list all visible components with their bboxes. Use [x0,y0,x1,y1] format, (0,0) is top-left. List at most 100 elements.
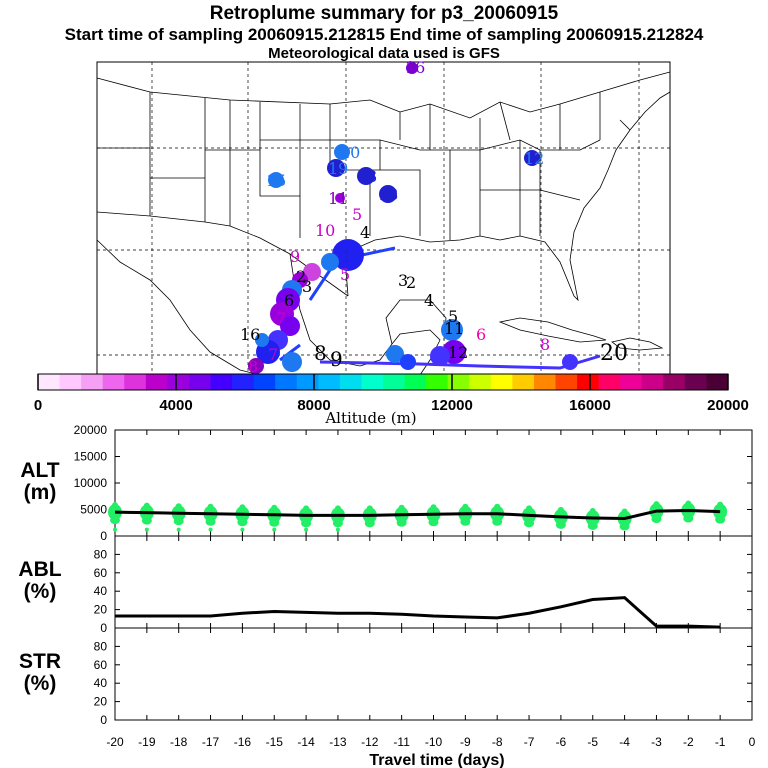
colorbar-swatch [684,374,707,390]
alt-spread-mark [141,516,152,525]
colorbar-swatch [663,374,686,390]
alt-spread-mark [176,527,181,532]
x-tick-label: -12 [361,735,379,749]
y-tick-label: 10000 [74,476,108,490]
trajectory-label-extra: 11 [444,319,464,338]
trajectory-label: 11 [328,189,348,208]
alt-spread-mark [272,527,277,532]
y-tick-label: 40 [94,676,108,690]
alt-spread-mark [113,527,117,532]
altitude-colorbar: 0 4000 8000 12000 16000 20000 Altitude (m) [34,373,749,427]
alt-spread-mark [271,504,278,511]
alt-spread-mark [303,505,310,512]
y-axis-label: STR [19,650,61,673]
y-tick-label: 0 [100,621,107,635]
colorbar-swatch [512,374,535,390]
alt-spread-mark [335,527,340,532]
colorbar-swatch [577,374,600,390]
trajectory-label: 16 [405,58,425,77]
trajectory-label-extra: 3 [302,277,312,296]
trajectory-label: 3 [398,271,408,290]
alt-spread-mark [557,506,564,513]
trajectory-label: 1 [342,247,352,266]
trajectory-label: 19 [328,159,348,178]
colorbar-swatch [59,374,82,390]
time-series-panels: 05000100001500020000ALT(m)020406080ABL(%… [18,423,755,768]
alt-panel: 0 5000 10000 15000 20000 ALT(m) [20,423,753,543]
colorbar-swatch [275,374,298,390]
alt-spread-mark [112,502,118,509]
alt-spread-mark [430,504,437,511]
map-frame [96,61,671,376]
x-tick-label: -9 [460,735,471,749]
alt-spread-mark [492,517,503,526]
colorbar-swatch [124,374,147,390]
y-tick-label: 15000 [74,450,108,464]
y-tick-label: 60 [94,658,108,672]
alt-spread-mark [589,507,596,514]
colorbar-swatch [598,374,621,390]
trajectory-label-extra: 5 [340,265,350,284]
trajectory-label: 10 [315,221,335,240]
x-tick-label: -2 [683,735,694,749]
trajectory-label-extra: 6 [284,291,294,310]
colorbar-swatch [361,374,384,390]
alt-spread-mark [555,520,566,529]
colorbar-swatch [210,374,233,390]
x-tick-label: -20 [106,735,124,749]
alt-spread-mark [683,514,694,523]
x-tick-label: -7 [524,735,535,749]
trajectory-label: 4 [360,223,370,242]
colorbar-swatch [490,374,513,390]
alt-spread-mark [621,508,628,515]
y-tick-label: 60 [94,566,108,580]
colorbar-tick-label: 20000 [707,397,749,414]
str-panel: 0 20 40 60 80 STR(%) [19,627,753,727]
alt-spread-mark [364,519,375,528]
colorbar-swatch [620,374,643,390]
y-axis-label: ALT [20,459,59,482]
x-tick-label: -11 [393,735,410,749]
colorbar-swatch [38,374,61,390]
alt-spread-mark [366,505,373,512]
alt-spread-mark [653,501,660,508]
y-tick-label: 40 [94,584,108,598]
trajectory-label: 2 [406,273,416,292]
colorbar-swatch [339,374,362,390]
y-tick-label: 0 [100,529,107,543]
colorbar-tick-label: 0 [34,397,42,414]
y-tick-label: 5000 [80,503,107,517]
trajectory-label-group: 16 20 19 13 18 12 15 11 5 10 4 9 3 2 1 8… [266,58,550,364]
y-tick-label: 80 [94,547,108,561]
chart-title: Retroplume summary for p3_20060915 [209,3,559,24]
alt-spread-mark [301,519,312,528]
colorbar-swatch [81,374,104,390]
colorbar-label: Altitude (m) [324,409,416,427]
y-tick-label: 20 [94,603,108,617]
x-tick-label: -17 [202,735,220,749]
x-tick-label: -5 [587,735,598,749]
map-boundaries [96,71,671,376]
y-axis-label: (m) [24,481,57,504]
alt-spread-mark [240,527,245,532]
trajectory-label: 12 [524,149,544,168]
colorbar-tick-label: 16000 [569,397,611,414]
y-tick-label: 20000 [74,423,108,437]
alt-spread-mark [428,518,439,527]
colorbar-swatch [296,374,319,390]
x-tick-label: 0 [749,735,756,749]
trajectory-label: 15 [266,171,286,190]
trajectory-label: 20 [340,143,360,162]
colorbar-tick-label: 12000 [431,397,473,414]
alt-spread-mark [396,518,407,527]
colorbar-swatch [318,374,341,390]
colorbar-swatch [253,374,276,390]
alt-spread-mark [205,517,216,526]
trajectory-label-extra: 16 [240,325,260,344]
x-tick-label: -14 [297,735,315,749]
x-tick-label: -4 [619,735,630,749]
colorbar-swatch [188,374,211,390]
colorbar-swatch [426,374,449,390]
y-tick-label: 0 [100,713,107,727]
